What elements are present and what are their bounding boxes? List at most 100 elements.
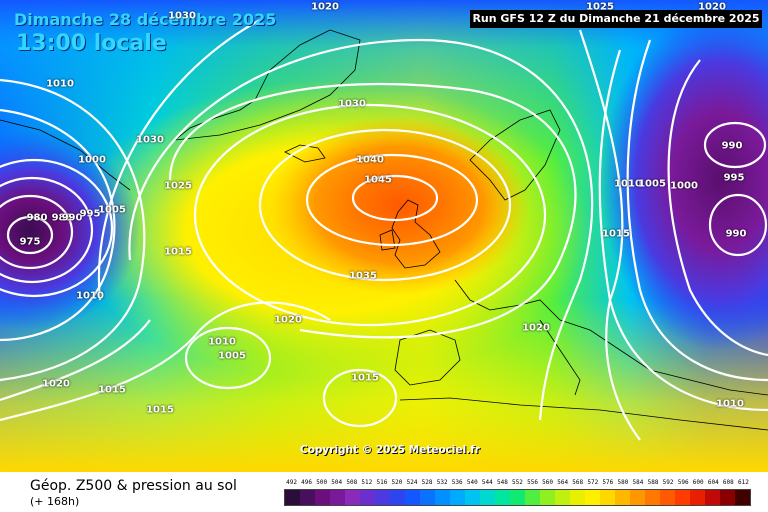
isobar-label: 1015 bbox=[164, 246, 192, 258]
isobar-label: 1020 bbox=[311, 1, 339, 13]
isobar-label: 1005 bbox=[638, 178, 666, 190]
isobar-980 bbox=[0, 194, 74, 270]
italy-coast bbox=[539, 319, 581, 396]
scale-swatch bbox=[480, 490, 495, 505]
scale-label: 524 bbox=[406, 479, 418, 486]
map-canvas bbox=[0, 0, 768, 472]
africa-coast bbox=[399, 397, 768, 431]
isobar-label: 995 bbox=[79, 208, 101, 220]
scale-swatch bbox=[315, 490, 330, 505]
scale-swatch bbox=[615, 490, 630, 505]
isobar-990-east-2 bbox=[708, 193, 768, 257]
scale-swatch bbox=[360, 490, 375, 505]
isobar-label: 1000 bbox=[78, 154, 106, 166]
britain-coast bbox=[391, 199, 441, 269]
color-scale: 492 496 500 504 508 512 516 520 524 528 532 536 540 5… bbox=[284, 478, 751, 510]
map-subtitle: (+ 168h) bbox=[30, 495, 80, 508]
coastlines bbox=[0, 29, 768, 431]
isobar-label: 990 bbox=[721, 140, 743, 152]
isobar-label: 1010 bbox=[46, 78, 74, 90]
scale-swatch bbox=[570, 490, 585, 505]
scale-swatch bbox=[345, 490, 360, 505]
isobar-1020 bbox=[128, 38, 594, 421]
isobar-label: 1030 bbox=[136, 134, 164, 146]
scale-swatch bbox=[585, 490, 600, 505]
isobar-1015-west bbox=[0, 301, 331, 422]
isobar-1010 bbox=[0, 78, 146, 382]
scale-swatch bbox=[525, 490, 540, 505]
scale-label: 612 bbox=[737, 479, 749, 486]
scale-swatch bbox=[300, 490, 315, 505]
scale-label: 516 bbox=[376, 479, 388, 486]
scale-swatch bbox=[510, 490, 525, 505]
isobar-985 bbox=[0, 176, 94, 284]
model-run-label: Run GFS 12 Z du Dimanche 21 décembre 202… bbox=[470, 10, 762, 28]
scale-label: 492 bbox=[286, 479, 297, 486]
scale-label: 572 bbox=[587, 479, 599, 486]
weather-map: Dimanche 28 décembre 2025 13:00 locale R… bbox=[0, 0, 768, 472]
isobar-1000-east bbox=[667, 59, 768, 357]
isobar-1010-east bbox=[598, 49, 768, 412]
isobar-label: 1025 bbox=[164, 180, 192, 192]
isobar-label: 1000 bbox=[670, 180, 698, 192]
scale-label: 548 bbox=[496, 479, 508, 486]
scale-swatch bbox=[435, 490, 450, 505]
isobar-label: 1020 bbox=[522, 322, 550, 334]
scale-swatch bbox=[645, 490, 660, 505]
scale-swatch bbox=[630, 490, 645, 505]
scale-label: 544 bbox=[481, 479, 493, 486]
scale-label: 532 bbox=[436, 479, 448, 486]
scale-label: 588 bbox=[647, 479, 659, 486]
scale-swatch bbox=[705, 490, 720, 505]
map-title: Géop. Z500 & pression au sol bbox=[30, 478, 237, 494]
scale-label: 520 bbox=[391, 479, 403, 486]
scale-label: 580 bbox=[617, 479, 629, 486]
isobar-label: 985 bbox=[51, 212, 73, 224]
anticyclone-zone bbox=[270, 115, 530, 295]
scale-label: 564 bbox=[557, 479, 569, 486]
eastern-low-zone bbox=[600, 10, 768, 350]
scale-label: 584 bbox=[632, 479, 644, 486]
color-scale-labels: 492 496 500 504 508 512 516 520 524 528 532 536 540 5… bbox=[284, 478, 751, 488]
scale-swatch bbox=[450, 490, 465, 505]
copyright-label: Copyright © 2025 Meteociel.fr bbox=[300, 444, 480, 456]
isobar-label: 1015 bbox=[98, 384, 126, 396]
scale-swatch bbox=[330, 490, 345, 505]
isobar-1015 bbox=[97, 19, 641, 441]
scale-swatch bbox=[285, 490, 300, 505]
scandinavia-coast bbox=[469, 109, 561, 201]
continent-coast bbox=[454, 279, 768, 396]
isobar-label: 1015 bbox=[146, 404, 174, 416]
scale-label: 504 bbox=[331, 479, 343, 486]
scale-swatch bbox=[720, 490, 735, 505]
forecast-date: Dimanche 28 décembre 2025 bbox=[14, 10, 277, 29]
scale-label: 600 bbox=[692, 479, 704, 486]
isobar-label: 1045 bbox=[364, 174, 392, 186]
scale-swatch bbox=[420, 490, 435, 505]
scale-swatch bbox=[555, 490, 570, 505]
isobar-lines bbox=[0, 19, 768, 441]
scale-swatch bbox=[675, 490, 690, 505]
isobar-label: 1005 bbox=[98, 204, 126, 216]
scale-label: 568 bbox=[572, 479, 584, 486]
legend-panel: Géop. Z500 & pression au sol (+ 168h) 49… bbox=[0, 472, 768, 512]
scale-swatch bbox=[690, 490, 705, 505]
isobar-label: 1040 bbox=[356, 154, 384, 166]
isobar-label: 1035 bbox=[349, 270, 377, 282]
isobar-1000 bbox=[0, 108, 116, 342]
isobar-label: 1030 bbox=[338, 98, 366, 110]
isobar-label: 1010 bbox=[208, 336, 236, 348]
isobar-1020-west bbox=[0, 319, 151, 402]
isobar-1025 bbox=[168, 82, 577, 339]
scale-swatch bbox=[375, 490, 390, 505]
isobar-label: 975 bbox=[19, 236, 41, 248]
scale-swatch bbox=[735, 490, 750, 505]
scale-label: 576 bbox=[602, 479, 614, 486]
isobar-label: 1020 bbox=[274, 314, 302, 326]
greenland-coast bbox=[173, 29, 361, 141]
scale-label: 596 bbox=[677, 479, 689, 486]
canada-coast bbox=[0, 119, 131, 191]
isobar-1040 bbox=[305, 153, 479, 247]
color-scale-bar bbox=[284, 489, 751, 506]
isobar-label: 1015 bbox=[351, 372, 379, 384]
